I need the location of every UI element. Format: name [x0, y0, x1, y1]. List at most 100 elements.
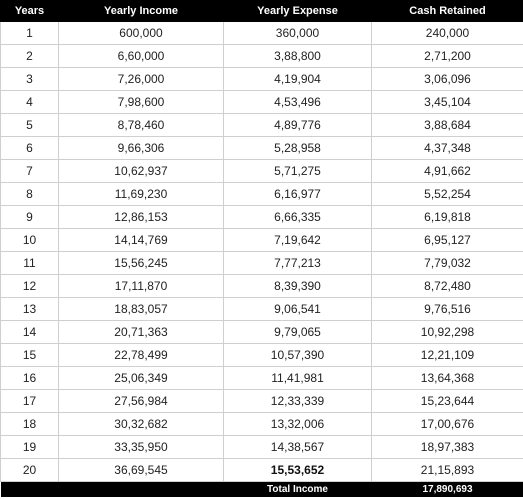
cell-cash-retained: 17,00,676	[371, 412, 523, 436]
cell-yearly-income: 14,14,769	[58, 228, 224, 252]
table-row: 11 15,56,245 7,77,213 7,79,032	[0, 251, 523, 275]
cell-year: 6	[0, 136, 59, 160]
cell-yearly-income: 7,26,000	[58, 67, 224, 91]
cell-yearly-income: 11,69,230	[58, 182, 224, 206]
cell-yearly-income: 36,69,545	[58, 458, 224, 482]
table-row: 18 30,32,682 13,32,006 17,00,676	[0, 412, 523, 436]
footer-total-label: Total Income	[223, 481, 372, 497]
cell-yearly-income: 6,60,000	[58, 44, 224, 68]
cell-cash-retained: 3,88,684	[371, 113, 523, 137]
cell-cash-retained: 4,91,662	[371, 159, 523, 183]
footer-total-value: 17,890,693	[371, 481, 523, 497]
cell-yearly-expense: 9,06,541	[223, 297, 372, 321]
cell-yearly-expense: 9,79,065	[223, 320, 372, 344]
cell-yearly-expense: 10,57,390	[223, 343, 372, 367]
cell-year: 7	[0, 159, 59, 183]
cell-cash-retained: 15,23,644	[371, 389, 523, 413]
cell-yearly-income: 25,06,349	[58, 366, 224, 390]
cell-cash-retained: 3,45,104	[371, 90, 523, 114]
cell-cash-retained: 240,000	[371, 21, 523, 45]
cell-yearly-expense: 13,32,006	[223, 412, 372, 436]
cell-cash-retained: 10,92,298	[371, 320, 523, 344]
cell-year: 3	[0, 67, 59, 91]
cell-cash-retained: 8,72,480	[371, 274, 523, 298]
table-row: 12 17,11,870 8,39,390 8,72,480	[0, 274, 523, 298]
table-row: 16 25,06,349 11,41,981 13,64,368	[0, 366, 523, 390]
cell-cash-retained: 9,76,516	[371, 297, 523, 321]
cell-cash-retained: 4,37,348	[371, 136, 523, 160]
cell-year: 4	[0, 90, 59, 114]
footer-empty	[0, 481, 59, 497]
cell-year: 10	[0, 228, 59, 252]
cell-yearly-expense: 5,28,958	[223, 136, 372, 160]
table-row: 20 36,69,545 15,53,652 21,15,893	[0, 458, 523, 482]
table-row: 17 27,56,984 12,33,339 15,23,644	[0, 389, 523, 413]
header-cash-retained: Cash Retained	[371, 0, 523, 22]
footer-empty	[58, 481, 224, 497]
cell-yearly-income: 22,78,499	[58, 343, 224, 367]
cell-year: 2	[0, 44, 59, 68]
cell-yearly-income: 33,35,950	[58, 435, 224, 459]
cell-yearly-income: 9,66,306	[58, 136, 224, 160]
table-row: 1 600,000 360,000 240,000	[0, 21, 523, 45]
cell-year: 9	[0, 205, 59, 229]
cell-cash-retained: 21,15,893	[371, 458, 523, 482]
cell-year: 11	[0, 251, 59, 275]
cell-cash-retained: 7,79,032	[371, 251, 523, 275]
table-row: 13 18,83,057 9,06,541 9,76,516	[0, 297, 523, 321]
header-yearly-expense: Yearly Expense	[223, 0, 372, 22]
cell-yearly-expense: 3,88,800	[223, 44, 372, 68]
cell-yearly-expense: 360,000	[223, 21, 372, 45]
cell-yearly-income: 20,71,363	[58, 320, 224, 344]
cell-yearly-expense: 6,66,335	[223, 205, 372, 229]
cell-year: 16	[0, 366, 59, 390]
cell-yearly-expense: 8,39,390	[223, 274, 372, 298]
cell-year: 12	[0, 274, 59, 298]
cell-yearly-expense: 12,33,339	[223, 389, 372, 413]
cell-yearly-income: 17,11,870	[58, 274, 224, 298]
cell-cash-retained: 12,21,109	[371, 343, 523, 367]
cell-year: 15	[0, 343, 59, 367]
cell-cash-retained: 2,71,200	[371, 44, 523, 68]
table-row: 4 7,98,600 4,53,496 3,45,104	[0, 90, 523, 114]
cell-yearly-income: 600,000	[58, 21, 224, 45]
table-row: 14 20,71,363 9,79,065 10,92,298	[0, 320, 523, 344]
cell-yearly-income: 15,56,245	[58, 251, 224, 275]
cell-yearly-expense: 5,71,275	[223, 159, 372, 183]
cell-yearly-income: 10,62,937	[58, 159, 224, 183]
cell-year: 1	[0, 21, 59, 45]
cell-yearly-income: 27,56,984	[58, 389, 224, 413]
cell-year: 5	[0, 113, 59, 137]
table-row: 8 11,69,230 6,16,977 5,52,254	[0, 182, 523, 206]
cell-year: 13	[0, 297, 59, 321]
table-row: 7 10,62,937 5,71,275 4,91,662	[0, 159, 523, 183]
cell-yearly-expense: 4,19,904	[223, 67, 372, 91]
table-body: 1 600,000 360,000 240,000 2 6,60,000 3,88,800 2…	[0, 21, 523, 482]
cell-yearly-expense: 4,89,776	[223, 113, 372, 137]
table-row: 6 9,66,306 5,28,958 4,37,348	[0, 136, 523, 160]
table-row: 15 22,78,499 10,57,390 12,21,109	[0, 343, 523, 367]
cell-year: 19	[0, 435, 59, 459]
table-row: 9 12,86,153 6,66,335 6,19,818	[0, 205, 523, 229]
cell-yearly-expense: 15,53,652	[223, 458, 372, 482]
table-row: 3 7,26,000 4,19,904 3,06,096	[0, 67, 523, 91]
header-yearly-income: Yearly Income	[58, 0, 224, 22]
cell-yearly-expense: 14,38,567	[223, 435, 372, 459]
cell-year: 14	[0, 320, 59, 344]
cell-year: 17	[0, 389, 59, 413]
table-row: 19 33,35,950 14,38,567 18,97,383	[0, 435, 523, 459]
cell-yearly-income: 18,83,057	[58, 297, 224, 321]
cell-yearly-income: 7,98,600	[58, 90, 224, 114]
cell-yearly-income: 8,78,460	[58, 113, 224, 137]
header-row: Years Yearly Income Yearly Expense Cash …	[0, 0, 523, 22]
cell-year: 8	[0, 182, 59, 206]
cell-year: 20	[0, 458, 59, 482]
table-row: 5 8,78,460 4,89,776 3,88,684	[0, 113, 523, 137]
cell-cash-retained: 18,97,383	[371, 435, 523, 459]
cell-yearly-expense: 7,77,213	[223, 251, 372, 275]
cell-year: 18	[0, 412, 59, 436]
cell-cash-retained: 5,52,254	[371, 182, 523, 206]
cell-yearly-expense: 7,19,642	[223, 228, 372, 252]
cell-cash-retained: 6,95,127	[371, 228, 523, 252]
